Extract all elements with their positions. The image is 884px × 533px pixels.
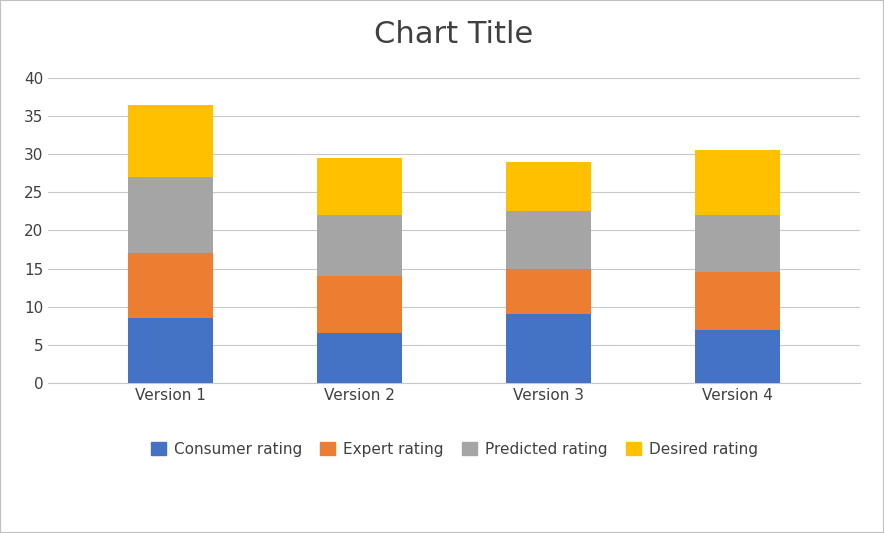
Bar <box>128 253 213 318</box>
Bar <box>128 177 213 253</box>
Bar <box>317 158 402 215</box>
Bar <box>506 162 591 212</box>
Bar <box>317 215 402 276</box>
Bar <box>506 269 591 314</box>
Bar <box>317 276 402 334</box>
Bar <box>128 318 213 383</box>
Bar <box>695 150 780 215</box>
Bar <box>695 272 780 329</box>
Bar <box>128 104 213 177</box>
Bar <box>317 334 402 383</box>
Legend: Consumer rating, Expert rating, Predicted rating, Desired rating: Consumer rating, Expert rating, Predicte… <box>145 435 764 463</box>
Bar <box>695 329 780 383</box>
Bar <box>695 215 780 272</box>
Bar <box>506 314 591 383</box>
Title: Chart Title: Chart Title <box>375 20 534 50</box>
Bar <box>506 212 591 269</box>
